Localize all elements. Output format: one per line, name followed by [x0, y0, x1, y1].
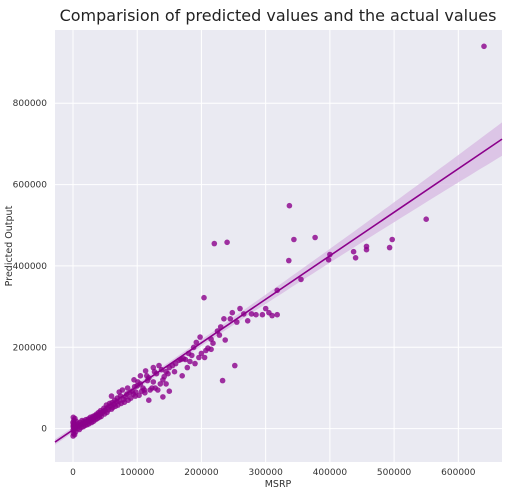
data-point	[155, 387, 161, 393]
y-tick-label: 200000	[13, 343, 48, 353]
data-point	[262, 305, 269, 312]
data-point	[150, 379, 157, 385]
x-tick-label: 0	[70, 468, 76, 478]
data-point	[219, 377, 226, 384]
data-point	[163, 381, 169, 387]
data-point	[146, 397, 152, 404]
data-point	[198, 350, 205, 357]
data-point	[244, 318, 251, 324]
data-point	[124, 385, 131, 391]
data-point	[389, 236, 396, 243]
data-point	[70, 414, 77, 421]
data-points	[70, 43, 487, 439]
data-point	[352, 254, 359, 261]
data-point	[221, 316, 227, 322]
data-point	[171, 368, 178, 375]
y-tick-label: 0	[41, 425, 47, 435]
data-point	[291, 236, 297, 243]
chart-title: Comparision of predicted values and the …	[60, 6, 497, 25]
data-point	[227, 316, 234, 322]
data-point	[193, 339, 200, 346]
data-point	[108, 393, 115, 399]
data-point	[232, 362, 238, 369]
data-point	[197, 334, 203, 340]
data-point	[208, 346, 214, 353]
y-tick-label: 600000	[13, 181, 48, 191]
data-point	[156, 362, 162, 369]
data-point	[163, 368, 169, 375]
confidence-band	[55, 122, 502, 445]
x-tick-label: 300000	[248, 468, 283, 478]
x-axis-label: MSRP	[265, 479, 292, 490]
data-point	[216, 332, 223, 338]
x-tick-label: 400000	[313, 468, 348, 478]
data-point	[187, 358, 193, 365]
x-tick-label: 200000	[184, 468, 219, 478]
data-point	[386, 244, 393, 251]
y-tick-label: 400000	[13, 262, 48, 272]
data-point	[229, 309, 236, 316]
data-point	[160, 377, 166, 383]
regression-line-path	[54, 138, 503, 443]
x-tick-label: 500000	[377, 468, 412, 478]
data-point	[201, 294, 207, 301]
data-point	[142, 390, 148, 396]
data-point	[144, 373, 150, 379]
data-point	[286, 257, 292, 264]
data-point	[137, 373, 144, 379]
data-point	[298, 276, 304, 283]
data-point	[192, 360, 198, 367]
data-point	[157, 381, 164, 387]
confidence-band-area	[55, 122, 502, 445]
data-point	[179, 373, 185, 379]
data-point	[70, 433, 76, 439]
data-point	[481, 43, 487, 50]
data-point	[350, 248, 357, 255]
data-point	[70, 419, 76, 426]
data-point	[166, 388, 173, 395]
data-point	[312, 234, 318, 241]
data-point	[211, 240, 218, 247]
data-point	[248, 311, 255, 317]
data-point	[286, 202, 293, 209]
data-point	[222, 337, 228, 343]
data-point	[201, 354, 208, 361]
x-tick-label: 100000	[120, 468, 155, 478]
data-point	[274, 311, 281, 318]
data-point	[147, 387, 153, 393]
data-point	[363, 246, 370, 253]
data-point	[116, 389, 122, 395]
x-axis-ticks: 0 100000 200000 300000 400000 500000 600000	[70, 468, 476, 478]
data-point	[196, 354, 202, 361]
data-point	[203, 347, 209, 354]
data-point	[160, 394, 166, 400]
data-point	[253, 311, 259, 318]
data-point	[266, 309, 272, 316]
y-axis-label: Predicted Output	[4, 205, 15, 286]
regression-line	[54, 138, 503, 443]
data-point	[184, 364, 191, 371]
y-axis-ticks: 0 200000 400000 600000 800000	[13, 99, 48, 434]
data-point	[237, 305, 243, 312]
x-tick-label: 600000	[441, 468, 476, 478]
data-point	[259, 311, 266, 318]
data-point	[150, 364, 157, 371]
y-tick-label: 800000	[13, 99, 48, 109]
data-point	[142, 368, 149, 374]
data-point	[224, 239, 230, 246]
data-point	[131, 377, 137, 383]
data-point	[423, 216, 430, 222]
